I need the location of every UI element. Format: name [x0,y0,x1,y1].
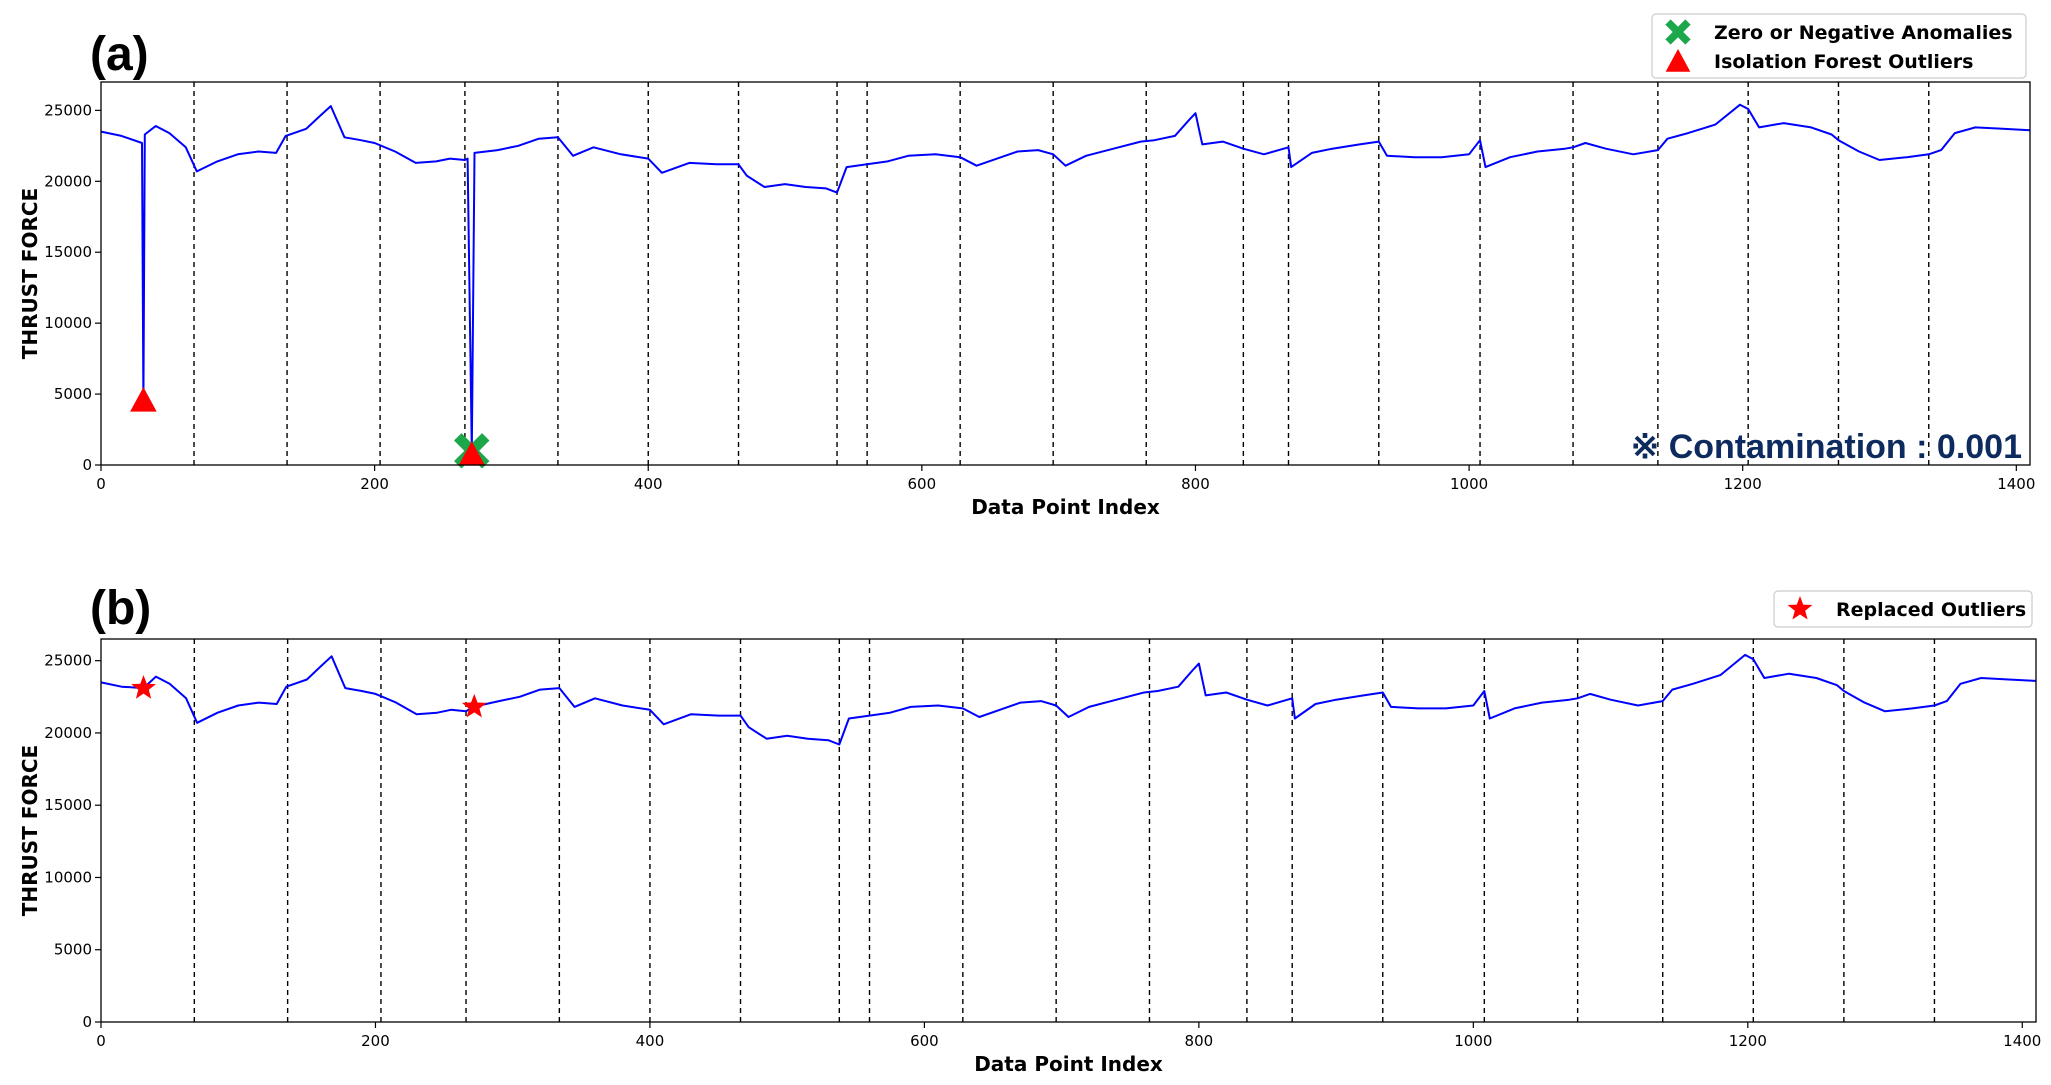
x-tick-label: 800 [1185,1032,1214,1050]
x-tick-label: 1200 [1724,475,1762,493]
legend-triangle-marker [1665,49,1691,72]
y-tick-label: 5000 [54,941,92,959]
chart-panel-b: (b) 0 200 400 600 800 1000 1200 1400 0 5000 10000 15… [18,582,2041,1076]
legend-star-marker [1787,596,1813,620]
legend: Replaced Outliers [1773,590,2033,628]
y-tick-label: 15000 [44,796,92,814]
panel-label: (a) [90,28,149,81]
thrust-force-series-line [100,653,2037,746]
y-tick-label: 5000 [54,385,92,403]
x-tick-label: 1400 [2003,1032,2041,1050]
plot-area-frame [100,81,2031,466]
legend-entry-label: Zero or Negative Anomalies [1714,22,2013,44]
x-tick-label: 1000 [1454,1032,1492,1050]
legend-box [1651,13,2027,79]
replaced-outlier-star-marker [461,693,487,718]
y-tick-label: 0 [82,1013,92,1031]
y-tick-label: 20000 [44,172,92,190]
legend-x-marker-stroke-2 [1665,19,1691,45]
x-tick-label: 400 [636,1032,665,1050]
replaced-outlier-star-marker [131,675,156,699]
outlier-triangle-marker [458,441,486,466]
chart-panel-a: (a) 0 200 400 600 800 1000 1200 1400 0 5000 10000 15… [18,13,2035,519]
legend-entry-label: Isolation Forest Outliers [1714,51,1973,73]
legend-x-marker [1665,19,1691,45]
x-tick-label: 1200 [1729,1032,1767,1050]
x-tick-label: 1000 [1450,475,1488,493]
plot-area-frame [100,638,2037,1023]
y-tick-label: 15000 [44,243,92,261]
x-axis-label: Data Point Index [974,1052,1163,1076]
x-tick-label: 200 [361,1032,390,1050]
x-tick-label: 200 [360,475,389,493]
legend-box [1773,590,2033,628]
y-tick-label: 20000 [44,724,92,742]
x-axis-label: Data Point Index [971,495,1160,519]
x-tick-label: 1400 [1997,475,2035,493]
panel-label: (b) [90,582,151,635]
y-tick-label: 25000 [44,101,92,119]
x-tick-label: 600 [908,475,937,493]
x-tick-label: 600 [910,1032,939,1050]
y-axis-label: THRUST FORCE [18,745,42,916]
thrust-force-series-line [100,103,2031,452]
y-tick-label: 0 [82,456,92,474]
y-tick-label: 25000 [44,652,92,670]
x-tick-label: 400 [634,475,663,493]
y-tick-label: 10000 [44,314,92,332]
contamination-annotation: ※ Contamination : 0.001 [1631,428,2022,466]
legend-entry-label: Replaced Outliers [1836,599,2026,621]
x-tick-label: 800 [1181,475,1210,493]
y-axis-label: THRUST FORCE [18,188,42,359]
x-tick-label: 0 [96,475,106,493]
x-tick-label: 0 [96,1032,106,1050]
legend: Zero or Negative Anomalies Isolation Fore… [1651,13,2027,79]
outlier-triangle-marker [130,387,157,412]
y-tick-label: 10000 [44,868,92,886]
